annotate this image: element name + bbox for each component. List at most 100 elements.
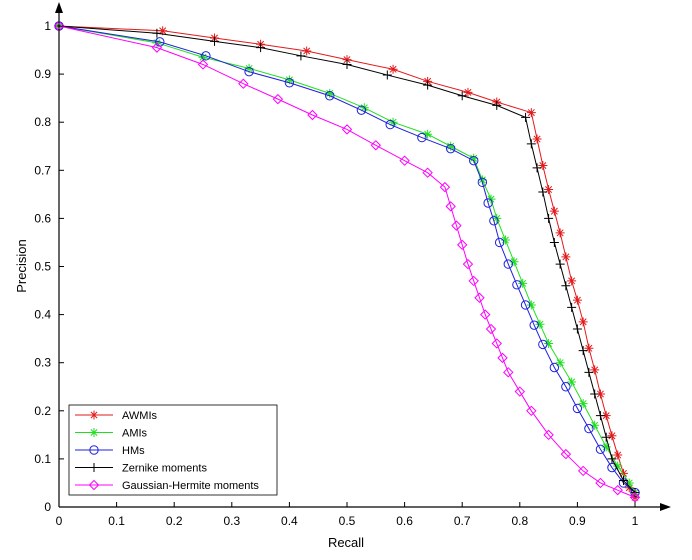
x-tick-label: 0.5 [339,514,356,528]
data-point-gaussian-hermite-moments [341,124,353,135]
data-point-hms [503,259,513,269]
legend-label-awmis: AWMIs [122,410,158,422]
data-point-hms [201,51,211,61]
y-tick-label: 0.8 [34,115,51,129]
data-point-zernike-moments [492,100,502,110]
data-point-gaussian-hermite-moments [462,258,474,270]
data-point-amis [198,52,208,62]
legend-marker-zernike-moments [89,463,99,472]
series-line-gaussian-hermite-moments [58,25,636,498]
data-point-awmis [302,46,312,56]
data-point-gaussian-hermite-moments [468,275,479,287]
data-point-gaussian-hermite-moments [560,448,572,460]
data-point-gaussian-hermite-moments [474,292,485,303]
data-point-zernike-moments [584,367,594,377]
data-point-zernike-moments [423,80,433,90]
data-point-hms [572,403,583,414]
legend-label-zernike-moments: Zernike moments [122,463,207,475]
data-point-hms [244,66,254,77]
legend-marker-hms [89,445,99,455]
data-point-amis [544,338,554,348]
data-point-gaussian-hermite-moments [439,181,451,193]
data-point-amis [613,461,623,471]
data-point-amis [284,75,294,85]
data-point-awmis [584,343,594,353]
legend-marker-amis [89,428,99,437]
data-point-gaussian-hermite-moments [272,93,284,105]
data-point-awmis [601,411,611,421]
x-tick-label: 0.9 [569,514,586,528]
data-point-gaussian-hermite-moments [485,323,497,335]
data-point-amis [535,319,545,329]
data-point-gaussian-hermite-moments [422,167,433,178]
data-point-zernike-moments [544,213,554,223]
data-point-amis [492,213,502,223]
data-point-zernike-moments [618,476,628,486]
data-point-gaussian-hermite-moments [629,492,641,503]
data-point-amis [518,278,528,288]
data-point-amis [446,141,456,151]
data-point-gaussian-hermite-moments [480,309,491,320]
data-point-hms [445,143,456,154]
data-point-awmis [618,468,628,478]
x-tick-label: 0.4 [281,514,298,528]
series-line-hms [58,25,636,493]
data-point-amis [500,235,510,245]
x-axis-arrow-icon [660,503,671,511]
data-point-zernike-moments [607,454,617,464]
data-point-zernike-moments [532,163,542,173]
data-point-gaussian-hermite-moments [151,42,163,53]
data-point-awmis [388,64,398,74]
data-point-zernike-moments [457,91,467,101]
data-point-amis [388,117,398,127]
data-point-awmis [538,160,548,170]
series-amis [54,21,640,498]
legend-label-gaussian-hermite-moments: Gaussian-Hermite moments [122,480,259,492]
data-point-hms [520,300,531,310]
data-point-amis [423,129,433,139]
series-hms [54,21,640,498]
data-point-hms [356,105,367,115]
data-point-hms [595,444,606,454]
data-point-amis [469,153,479,163]
series-line-amis [58,25,636,493]
data-point-awmis [526,108,536,118]
data-point-zernike-moments [578,346,588,356]
data-point-zernike-moments [555,259,565,269]
data-point-amis [486,194,496,204]
data-point-zernike-moments [526,139,536,149]
data-point-gaussian-hermite-moments [577,465,589,477]
data-point-gaussian-hermite-moments [451,220,462,231]
data-point-awmis [595,389,605,399]
y-tick-label: 0.6 [34,211,51,225]
data-point-amis [555,358,565,368]
data-point-amis [509,257,519,267]
x-axis-label: Recall [328,535,364,550]
data-point-gaussian-hermite-moments [526,405,537,417]
data-point-zernike-moments [572,324,582,334]
data-point-zernike-moments [521,112,531,122]
data-point-hms [325,91,335,101]
data-point-hms [529,320,539,330]
data-point-awmis [549,206,559,216]
series-gaussian-hermite-moments [53,20,641,503]
x-tick-label: 1 [632,514,639,528]
y-tick-label: 0.2 [34,404,51,418]
data-point-zernike-moments [549,237,559,247]
data-point-zernike-moments [567,302,577,312]
data-point-hms [584,423,594,434]
legend: AWMIs AMIs HMs Zernike moments Gaussian-Herm… [68,404,278,496]
data-point-zernike-moments [538,187,548,197]
data-point-awmis [463,87,473,97]
data-point-gaussian-hermite-moments [399,155,410,166]
y-tick-label: 0.4 [34,308,51,322]
data-point-gaussian-hermite-moments [307,109,318,121]
data-point-gaussian-hermite-moments [595,477,606,489]
data-point-amis [590,420,600,430]
data-point-zernike-moments [210,36,220,46]
data-point-zernike-moments [590,389,600,399]
data-point-gaussian-hermite-moments [445,201,456,212]
data-point-hms [469,155,479,166]
y-axis-arrow-icon [55,2,63,13]
data-point-awmis [572,295,582,305]
